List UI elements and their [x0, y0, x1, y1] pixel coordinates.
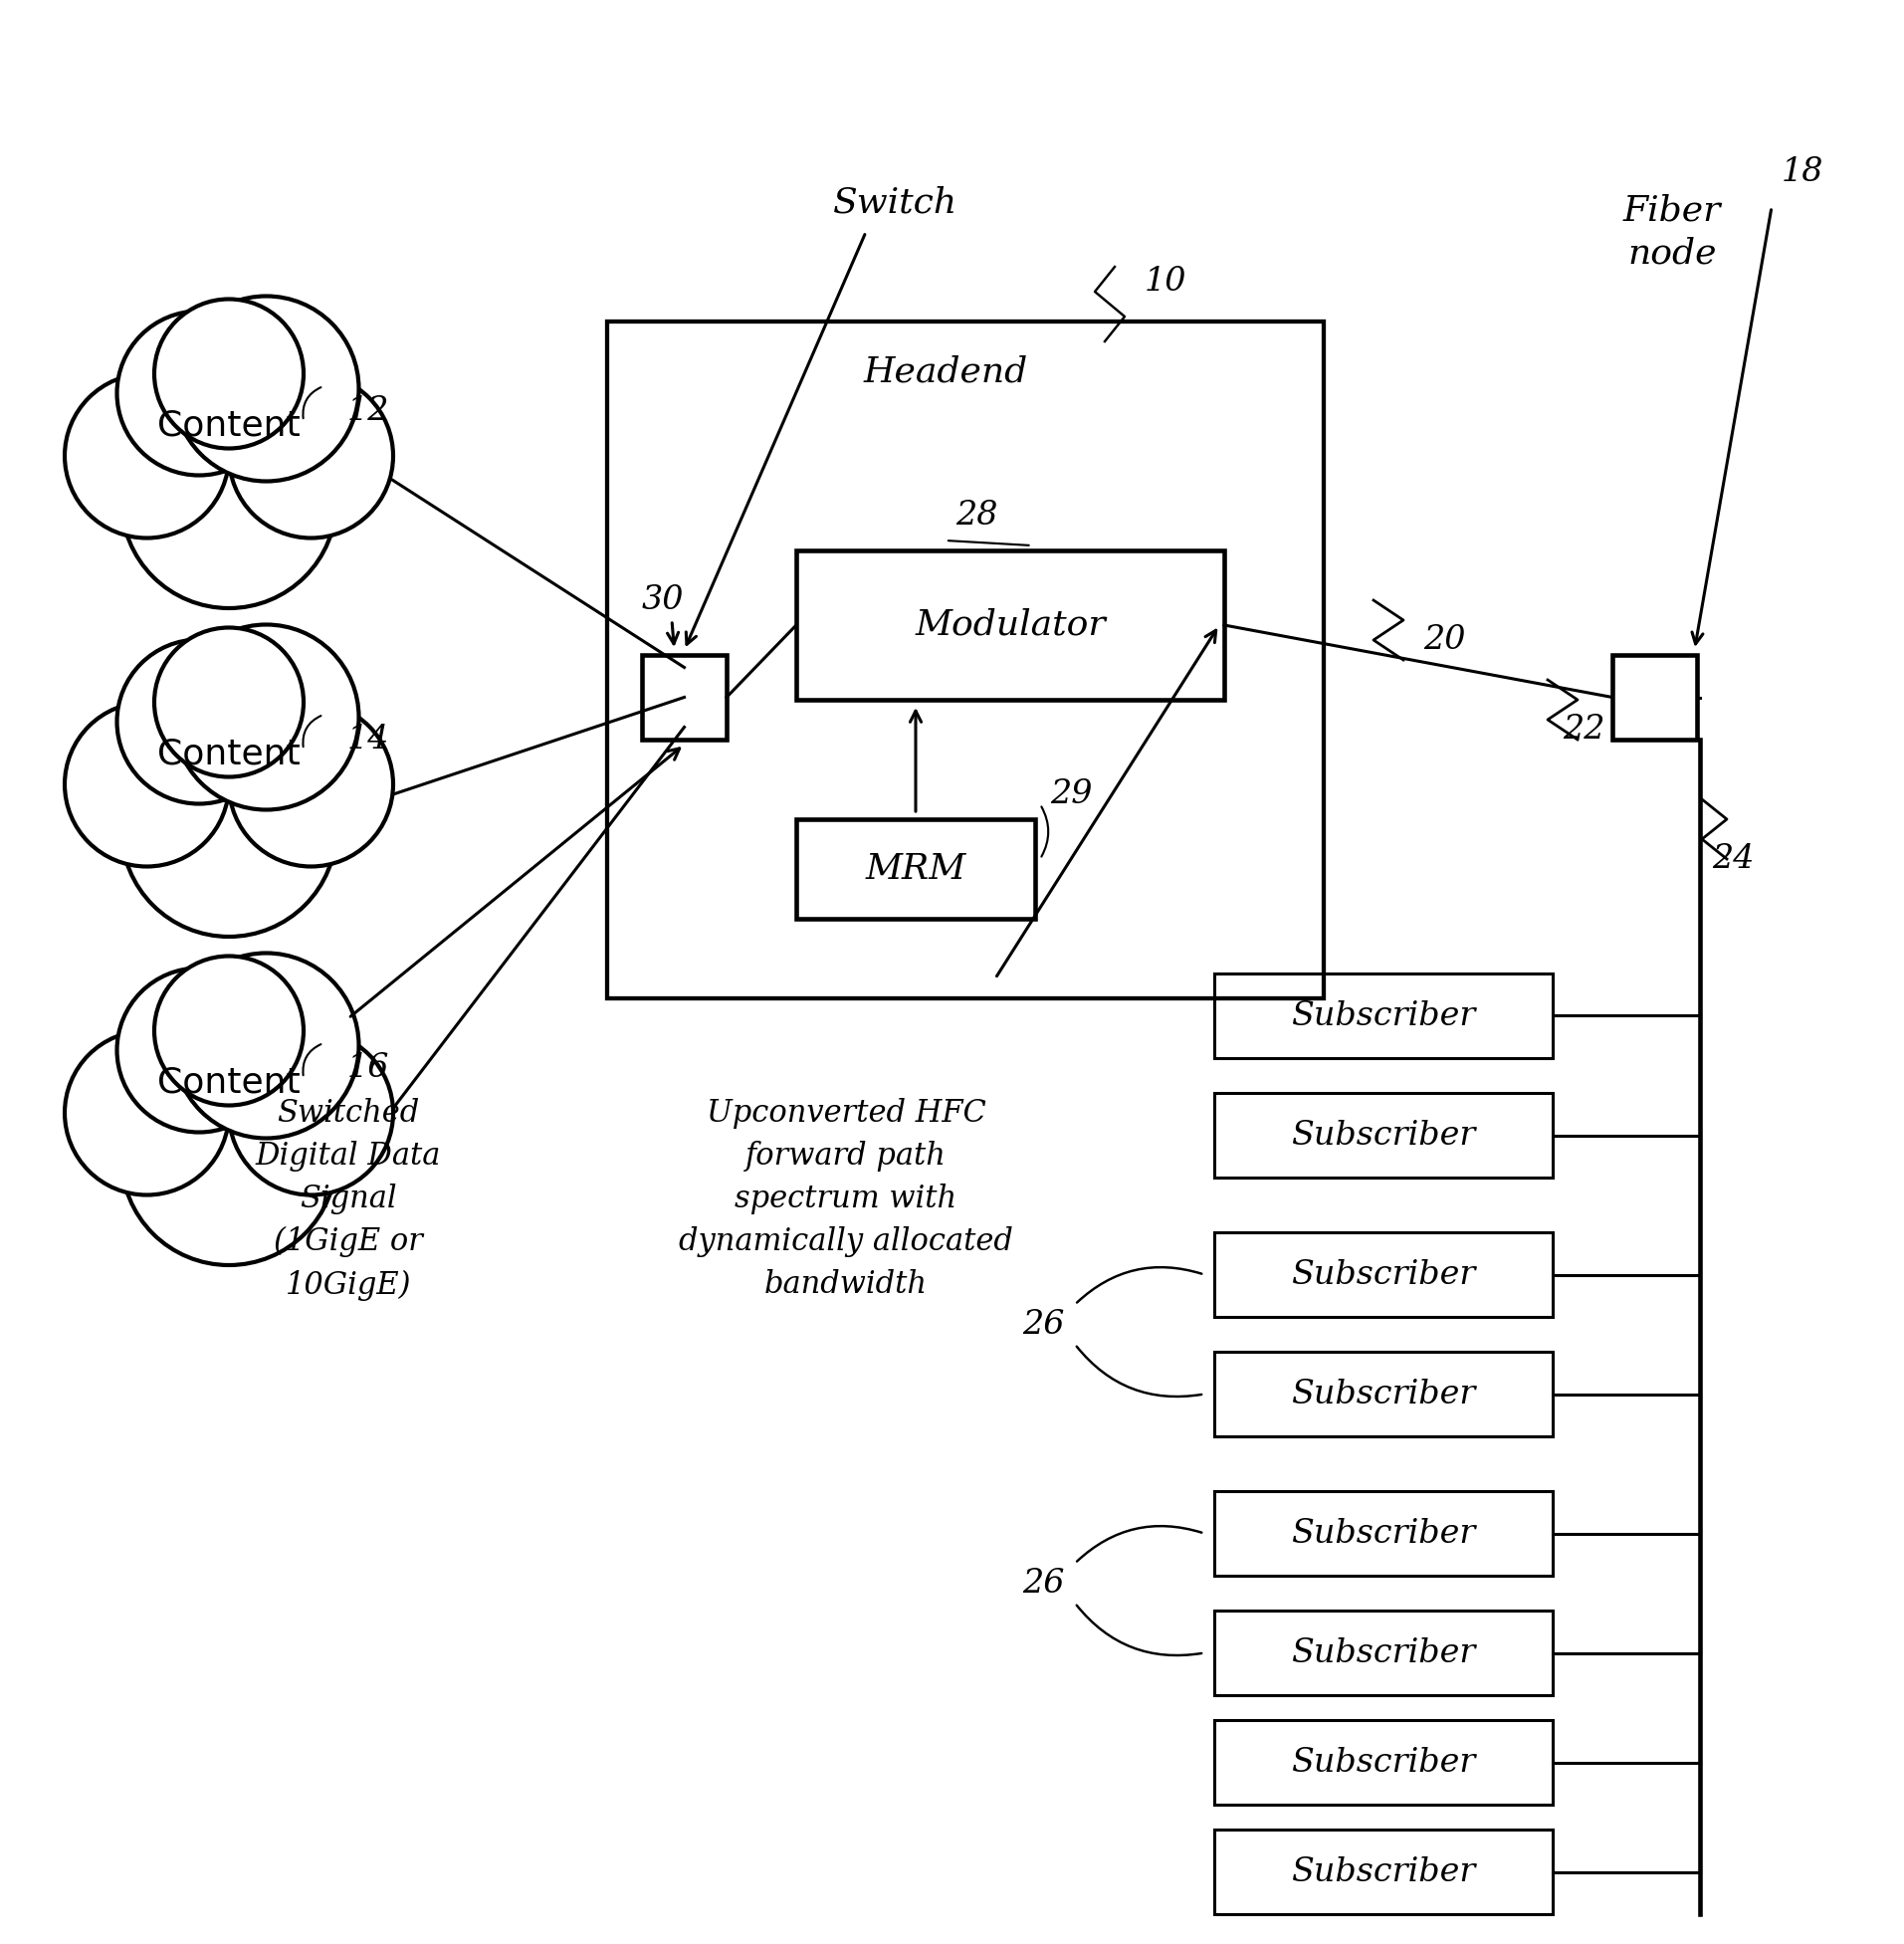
- Text: 10: 10: [1144, 266, 1186, 297]
- Text: Content: Content: [158, 408, 301, 443]
- Bar: [1215, 1829, 1552, 1915]
- Text: 26: 26: [1022, 1567, 1064, 1600]
- Text: 24: 24: [1712, 844, 1754, 875]
- Text: Subscriber: Subscriber: [1291, 1378, 1476, 1409]
- Circle shape: [228, 1030, 392, 1196]
- Bar: [1215, 1093, 1552, 1178]
- Text: Content: Content: [158, 1065, 301, 1100]
- Text: 22: 22: [1563, 713, 1605, 746]
- Bar: [796, 818, 1036, 920]
- Text: Subscriber: Subscriber: [1291, 1857, 1476, 1888]
- Text: Subscriber: Subscriber: [1291, 1637, 1476, 1668]
- Text: Subscriber: Subscriber: [1291, 999, 1476, 1032]
- Circle shape: [116, 968, 282, 1131]
- Text: Switched
Digital Data
Signal
(1GigE or
10GigE): Switched Digital Data Signal (1GigE or 1…: [255, 1098, 442, 1301]
- Text: Subscriber: Subscriber: [1291, 1746, 1476, 1779]
- Bar: [796, 550, 1224, 700]
- Circle shape: [154, 956, 303, 1106]
- Bar: [642, 655, 727, 739]
- Circle shape: [173, 624, 358, 811]
- Text: Subscriber: Subscriber: [1291, 1518, 1476, 1549]
- Text: 14: 14: [347, 723, 390, 756]
- Bar: [1215, 1491, 1552, 1577]
- Circle shape: [116, 311, 282, 474]
- Text: 20: 20: [1424, 624, 1466, 655]
- Circle shape: [154, 299, 303, 449]
- Text: 12: 12: [347, 395, 390, 428]
- Circle shape: [116, 640, 282, 803]
- Bar: [1215, 1232, 1552, 1316]
- Bar: [1215, 1351, 1552, 1437]
- Text: 18: 18: [1782, 156, 1824, 189]
- Circle shape: [228, 702, 392, 867]
- Text: 30: 30: [642, 585, 684, 616]
- Circle shape: [65, 373, 228, 538]
- Text: 16: 16: [347, 1052, 390, 1085]
- Circle shape: [65, 1030, 228, 1196]
- Text: Subscriber: Subscriber: [1291, 1258, 1476, 1291]
- Circle shape: [154, 628, 303, 778]
- Text: Subscriber: Subscriber: [1291, 1120, 1476, 1151]
- Bar: [1215, 974, 1552, 1058]
- Circle shape: [173, 295, 358, 482]
- Text: Content: Content: [158, 737, 301, 772]
- Bar: [607, 321, 1323, 999]
- Circle shape: [122, 1050, 337, 1266]
- Text: 26: 26: [1022, 1308, 1064, 1339]
- Bar: [1215, 1610, 1552, 1695]
- Text: Modulator: Modulator: [914, 608, 1106, 642]
- Text: 28: 28: [956, 500, 998, 531]
- Circle shape: [173, 953, 358, 1139]
- Text: MRM: MRM: [864, 851, 965, 886]
- Circle shape: [228, 373, 392, 538]
- Text: Upconverted HFC
forward path
spectrum with
dynamically allocated
bandwidth: Upconverted HFC forward path spectrum wi…: [680, 1098, 1013, 1301]
- Circle shape: [122, 393, 337, 608]
- Bar: [1613, 655, 1696, 739]
- Text: Headend: Headend: [863, 354, 1028, 389]
- Circle shape: [65, 702, 228, 867]
- Bar: [1215, 1720, 1552, 1804]
- Text: Fiber
node: Fiber node: [1622, 194, 1721, 270]
- Text: 29: 29: [1049, 778, 1093, 811]
- Text: Switch: Switch: [834, 185, 958, 220]
- Circle shape: [122, 721, 337, 937]
